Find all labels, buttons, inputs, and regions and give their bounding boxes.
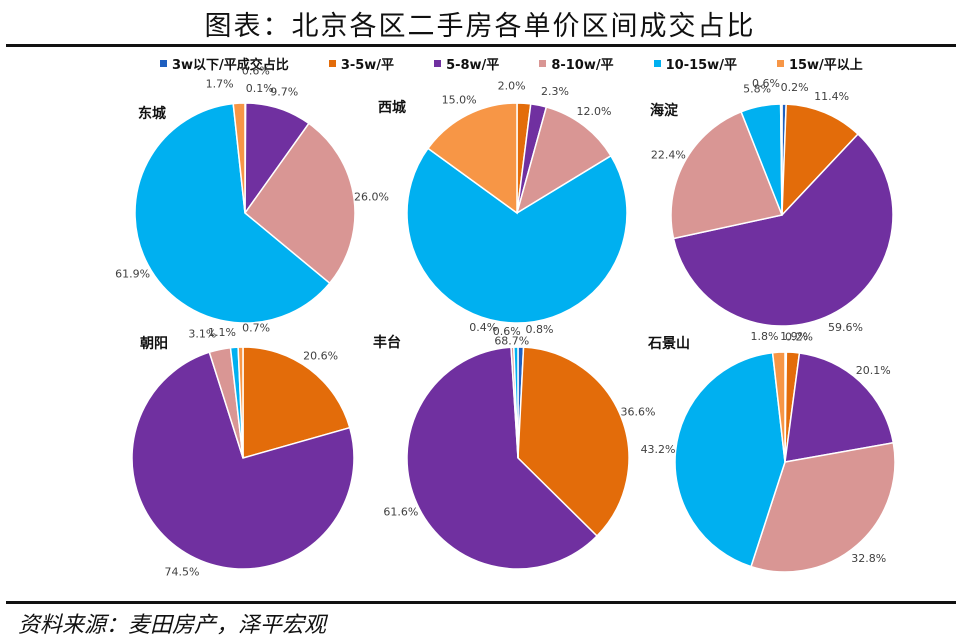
pie-title-2: 海淀 (650, 102, 679, 119)
source-note: 资料来源：麦田房产，泽平宏观 (18, 613, 327, 638)
legend-swatch-0 (160, 59, 167, 67)
top-rule (6, 44, 956, 47)
pie-1-label-2: 2.3% (541, 85, 569, 98)
pie-5-slice-3 (750, 441, 896, 573)
pie-5-label-1: 1.9% (780, 330, 808, 343)
pie-title-1: 西城 (378, 99, 406, 116)
pie-3-label-2: 74.5% (165, 565, 200, 578)
pie-5-label-5: 1.8% (751, 330, 779, 343)
pie-0-label-5: 1.7% (206, 77, 234, 90)
pie-chart-3: 朝阳 20.6% 74.5% 3.1%1.1% 0.7% (131, 322, 355, 578)
pie-5-slice-2 (784, 352, 895, 463)
pie-5-slice-4 (674, 351, 786, 568)
pie-2-slice-3 (670, 110, 784, 240)
pie-1-label-1: 2.0% (498, 80, 526, 93)
legend-label-0: 3w以下/平成交占比 (172, 57, 289, 73)
legend-item-5: 15w/平以上 (776, 54, 863, 73)
pie-chart-1: 西城 2.0% 2.3% 12.0% 68.7% 15.0% (378, 80, 628, 347)
pie-2-label-0: 0.6% (752, 77, 780, 90)
pie-1-slice-4 (406, 147, 628, 324)
legend-swatch-1 (328, 59, 336, 67)
pie-4-slice-2 (406, 346, 599, 570)
pie-0-extra-label-0: 0.1% (246, 82, 274, 95)
pie-chart-5: 石景山 0.2%1.9% 20.1% 32.8% 43.2% 1.8% (641, 330, 896, 573)
legend-swatch-2 (434, 59, 442, 67)
pie-4-label-1: 36.6% (621, 405, 656, 418)
pie-title-4: 丰台 (373, 334, 401, 351)
pie-chart-2: 海淀 0.6% 11.4% 59.6% 22.4% 5.8% 0.2% (650, 77, 894, 334)
pie-title-0: 东城 (138, 105, 166, 122)
pie-3-label-5: 0.7% (242, 322, 270, 335)
legend-item-1: 3-5w/平 (328, 54, 395, 73)
pie-2-label-1: 11.4% (814, 90, 849, 103)
pie-1-slice-3 (515, 106, 613, 215)
pie-1-label-5: 15.0% (442, 93, 477, 106)
pie-0-label-2: 9.7% (270, 86, 298, 99)
pie-2-slice-5 (779, 103, 783, 216)
pie-4-label-0: 0.8% (526, 323, 554, 336)
pie-4-slice-4 (513, 346, 519, 459)
pie-3-label-1: 20.6% (303, 349, 338, 362)
legend-item-3: 8-10w/平 (539, 54, 614, 73)
pie-title-3: 朝阳 (140, 335, 168, 352)
bottom-rule (6, 601, 956, 604)
legend-label-3: 8-10w/平 (551, 57, 614, 73)
legend-swatch-5 (776, 59, 784, 67)
pie-4-label-2: 61.6% (383, 505, 418, 518)
chart-title: 图表：北京各区二手房各单价区间成交占比 (204, 11, 756, 42)
pie-2-label-5: 0.2% (781, 81, 809, 94)
pie-4-label-4: 0.6% (493, 325, 521, 338)
legend-item-0: 3w以下/平成交占比 (160, 54, 289, 73)
legend-item-2: 5-8w/平 (434, 54, 499, 73)
legend-label-5: 15w/平以上 (788, 57, 863, 73)
pie-2-label-3: 22.4% (651, 148, 686, 161)
pie-1-slice-5 (426, 102, 518, 215)
pie-chart-0: 东城 0.6%9.7% 26.0% 61.9% 1.7% 0.1% (115, 64, 389, 324)
pie-0-label-4: 61.9% (115, 267, 150, 280)
pie-3-slice-1 (242, 346, 351, 459)
legend-label-4: 10-15w/平 (665, 57, 737, 73)
legend-swatch-3 (539, 59, 547, 67)
pie-3-slice-5 (237, 346, 244, 459)
legend-label-2: 5-8w/平 (446, 57, 500, 73)
pie-3-label-3: 3.1% (188, 327, 216, 340)
legend-swatch-4 (653, 59, 661, 67)
legend-label-1: 3-5w/平 (340, 57, 395, 73)
pie-4-slice-1 (517, 346, 630, 538)
pie-5-label-2: 20.1% (856, 364, 891, 377)
pie-chart-4: 丰台 0.8% 36.6% 61.6% 0.4%0.6% (373, 321, 656, 570)
pie-5-slice-5 (771, 351, 786, 463)
pie-1-label-4: 68.7% (494, 334, 529, 347)
pie-0-slice-4 (134, 102, 331, 324)
pie-0-slice-3 (243, 122, 356, 285)
pie-0-label-3: 26.0% (354, 191, 389, 204)
pie-5-label-4: 43.2% (641, 443, 676, 456)
pie-2-label-2: 59.6% (828, 321, 863, 334)
pie-5-label-3: 32.8% (851, 552, 886, 565)
pie-1-label-3: 12.0% (576, 105, 611, 118)
pie-3-label-4: 1.1% (208, 326, 236, 339)
pie-0-slice-5 (232, 102, 246, 214)
pie-2-slice-1 (781, 103, 860, 217)
pie-2-label-4: 5.8% (743, 83, 771, 96)
pie-0-label-1: 0.6% (242, 64, 270, 77)
pie-5-label-0: 0.2% (785, 330, 813, 343)
pie-4-label-3: 0.4% (469, 321, 497, 334)
pie-3-slice-2 (131, 351, 355, 570)
pie-title-5: 石景山 (647, 336, 690, 352)
legend: 3w以下/平成交占比 3-5w/平 5-8w/平 8-10w/平 10-15w/… (160, 54, 940, 73)
pie-2-slice-2 (672, 133, 894, 327)
legend-item-4: 10-15w/平 (653, 54, 737, 73)
